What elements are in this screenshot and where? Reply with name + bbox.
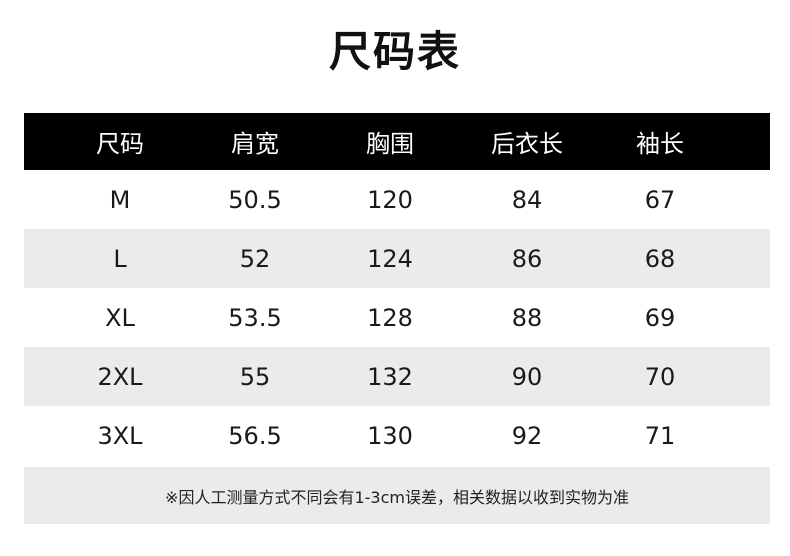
size-table: 尺码 肩宽 胸围 后衣长 袖长 M 50.5 120 84 67 L 52 124 86 68 XL…: [24, 113, 770, 465]
table-cell: 50.5: [228, 185, 282, 214]
table-row: 2XL 55 132 90 70: [24, 347, 770, 406]
table-cell: 130: [367, 421, 413, 450]
table-cell: XL: [105, 303, 135, 332]
table-cell: 92: [511, 421, 543, 450]
table-cell: 86: [511, 244, 543, 273]
page-title: 尺码表: [328, 27, 461, 76]
header-cell: 肩宽: [231, 130, 279, 158]
table-cell: 53.5: [228, 303, 282, 332]
table-row: M 50.5 120 84 67: [24, 170, 770, 229]
table-cell: L: [113, 244, 127, 273]
table-cell: 132: [367, 362, 413, 391]
table-cell: 55: [239, 362, 271, 391]
header-cell: 袖长: [636, 130, 684, 158]
table-row: L 52 124 86 68: [24, 229, 770, 288]
table-cell: 52: [239, 244, 271, 273]
table-cell: 56.5: [228, 421, 282, 450]
table-cell: 71: [644, 421, 676, 450]
header-cell: 后衣长: [491, 130, 563, 158]
measurement-note: ※因人工测量方式不同会有1-3cm误差，相关数据以收到实物为准: [24, 467, 770, 524]
table-cell: 70: [644, 362, 676, 391]
table-cell: 67: [644, 185, 676, 214]
table-cell: 3XL: [97, 421, 143, 450]
table-row: 3XL 56.5 130 92 71: [24, 406, 770, 465]
table-cell: 120: [367, 185, 413, 214]
table-cell: 128: [367, 303, 413, 332]
table-cell: 68: [644, 244, 676, 273]
table-cell: 69: [644, 303, 676, 332]
header-cell: 尺码: [96, 130, 144, 158]
table-cell: M: [109, 185, 131, 214]
table-cell: 84: [511, 185, 543, 214]
table-cell: 90: [511, 362, 543, 391]
table-cell: 2XL: [97, 362, 143, 391]
table-cell: 124: [367, 244, 413, 273]
table-row: XL 53.5 128 88 69: [24, 288, 770, 347]
table-cell: 88: [511, 303, 543, 332]
header-cell: 胸围: [366, 130, 414, 158]
table-header: 尺码 肩宽 胸围 后衣长 袖长: [24, 113, 770, 170]
